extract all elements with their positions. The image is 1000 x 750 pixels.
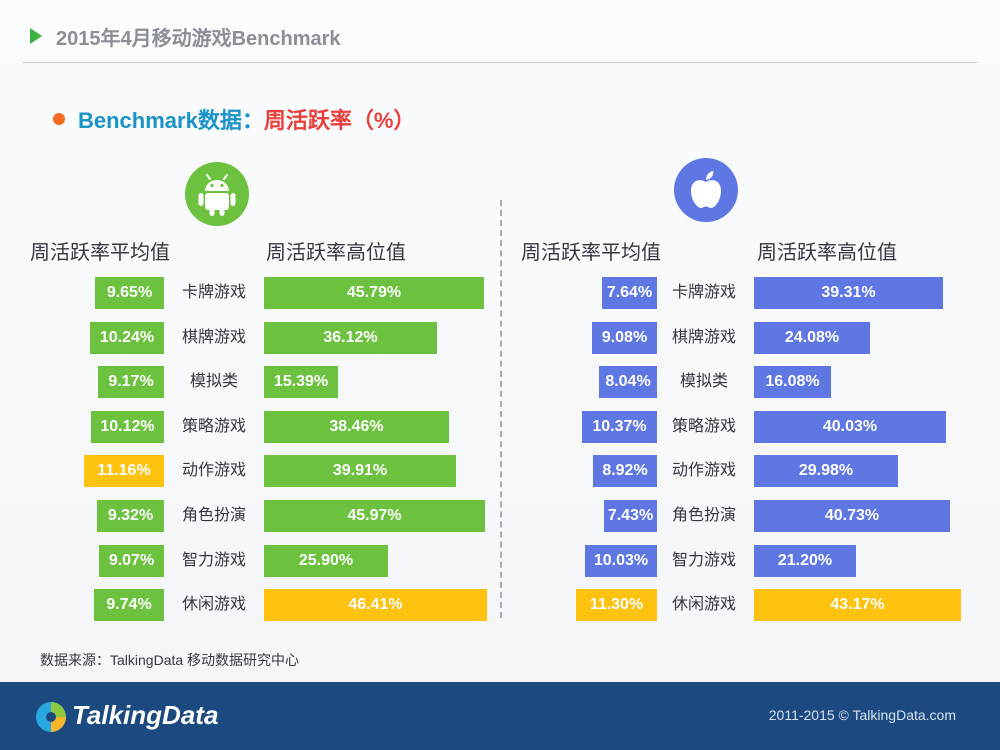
ios-category-label: 角色扮演 <box>671 507 736 524</box>
android-high-bar: 46.41% <box>264 589 487 621</box>
ios-high-bar: 39.31% <box>754 277 943 309</box>
ios-high-bar: 29.98% <box>754 455 898 487</box>
android-high-bar: 45.79% <box>264 277 484 309</box>
ios-high-bar: 21.20% <box>754 545 856 577</box>
android-icon <box>185 162 249 226</box>
footer-copyright: 2011-2015 © TalkingData.com <box>768 707 956 723</box>
android-avg-bar: 9.32% <box>97 500 164 532</box>
ios-category-label: 休闲游戏 <box>671 596 736 613</box>
ios-category-label: 策略游戏 <box>671 418 736 435</box>
ios-avg-bar: 9.08% <box>592 322 657 354</box>
android-category-label: 卡牌游戏 <box>181 284 246 301</box>
android-avg-bar: 9.17% <box>98 366 164 398</box>
android-high-bar: 36.12% <box>264 322 437 354</box>
android-high-bar: 39.91% <box>264 455 456 487</box>
data-source-note: 数据来源：TalkingData 移动数据研究中心 <box>40 652 300 668</box>
title-divider <box>22 62 977 63</box>
ios-avg-bar: 10.03% <box>585 545 657 577</box>
panel-divider <box>500 200 502 618</box>
talkingdata-logo-icon <box>34 700 68 734</box>
android-high-bar: 45.97% <box>264 500 485 532</box>
ios-category-label: 动作游戏 <box>671 462 736 479</box>
ios-category-label: 模拟类 <box>679 373 728 390</box>
android-avg-bar: 10.12% <box>91 411 164 443</box>
subtitle-metric: 周活跃率（%） <box>263 108 416 133</box>
ios-avg-bar: 8.92% <box>593 455 657 487</box>
android-high-bar: 38.46% <box>264 411 449 443</box>
android-high-header: 周活跃率高位值 <box>266 242 406 264</box>
ios-high-bar: 40.73% <box>754 500 950 532</box>
android-category-label: 休闲游戏 <box>181 596 246 613</box>
ios-high-bar: 16.08% <box>754 366 831 398</box>
play-arrow-icon <box>30 28 42 44</box>
android-avg-bar: 9.65% <box>95 277 164 309</box>
ios-high-header: 周活跃率高位值 <box>757 242 897 264</box>
ios-high-bar: 24.08% <box>754 322 870 354</box>
apple-icon <box>674 158 738 222</box>
android-avg-bar: 11.16% <box>84 455 164 487</box>
android-category-label: 动作游戏 <box>181 462 246 479</box>
subtitle-prefix: Benchmark数据： <box>78 108 264 133</box>
android-category-label: 模拟类 <box>189 373 238 390</box>
chart-subtitle: Benchmark数据：周活跃率（%） <box>78 103 415 135</box>
top-bar: 2015年4月移动游戏Benchmark <box>0 0 1000 70</box>
android-high-bar: 25.90% <box>264 545 388 577</box>
ios-avg-header: 周活跃率平均值 <box>521 242 661 264</box>
ios-category-label: 智力游戏 <box>671 552 736 569</box>
footer-bar: TalkingData 2011-2015 © TalkingData.com <box>0 682 1000 750</box>
ios-avg-bar: 7.64% <box>602 277 657 309</box>
ios-avg-bar: 8.04% <box>599 366 657 398</box>
page-title: 2015年4月移动游戏Benchmark <box>56 28 341 50</box>
android-avg-bar: 9.07% <box>99 545 164 577</box>
ios-category-label: 棋牌游戏 <box>671 329 736 346</box>
bullet-dot-icon <box>53 113 65 125</box>
android-avg-bar: 9.74% <box>94 589 164 621</box>
android-category-label: 角色扮演 <box>181 507 246 524</box>
android-avg-header: 周活跃率平均值 <box>30 242 170 264</box>
android-avg-bar: 10.24% <box>90 322 164 354</box>
android-category-label: 策略游戏 <box>181 418 246 435</box>
android-category-label: 棋牌游戏 <box>181 329 246 346</box>
android-category-label: 智力游戏 <box>181 552 246 569</box>
ios-category-label: 卡牌游戏 <box>671 284 736 301</box>
ios-avg-bar: 10.37% <box>582 411 657 443</box>
footer-brand: TalkingData <box>72 700 219 730</box>
ios-avg-bar: 7.43% <box>604 500 657 532</box>
android-high-bar: 15.39% <box>264 366 338 398</box>
ios-high-bar: 43.17% <box>754 589 961 621</box>
ios-avg-bar: 11.30% <box>576 589 657 621</box>
ios-high-bar: 40.03% <box>754 411 946 443</box>
